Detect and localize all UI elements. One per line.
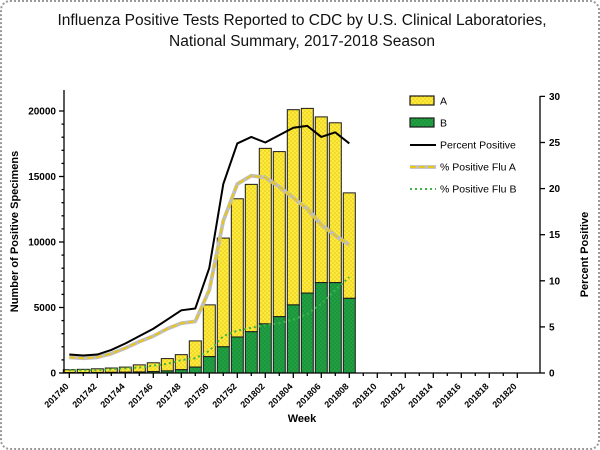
- x-tick-label: 201812: [378, 381, 406, 409]
- x-tick-label: 201810: [350, 381, 378, 409]
- x-tick-label: 201750: [182, 381, 210, 409]
- bar-b-201807: [328, 282, 342, 374]
- bar-a-201742: [90, 368, 104, 373]
- x-tick-label: 201748: [154, 381, 182, 409]
- x-tick-label: 201744: [98, 381, 126, 409]
- chart-title-line1: Influenza Positive Tests Reported to CDC…: [57, 12, 547, 29]
- bar-a-201752: [230, 198, 244, 338]
- x-tick-label: 201808: [322, 381, 350, 409]
- x-tick-label: 201806: [294, 381, 322, 409]
- bar-b-201801: [244, 331, 258, 374]
- flu-a-percent-line: [69, 174, 350, 360]
- bar-a-201751: [216, 237, 230, 348]
- bar-a-201746: [146, 362, 160, 373]
- y-left-axis-title: Number of Positive Specimens: [9, 151, 21, 312]
- x-tick-label: 201752: [210, 381, 238, 409]
- legend-label: B: [440, 118, 447, 130]
- bar-a-201806: [314, 116, 328, 284]
- right-tick-label: 25: [549, 138, 561, 149]
- y-right-axis-title: Percent Positive: [579, 212, 591, 298]
- chart-title: Influenza Positive Tests Reported to CDC…: [2, 10, 598, 52]
- right-tick-label: 30: [549, 92, 561, 103]
- legend-label: % Positive Flu B: [440, 184, 516, 196]
- bar-b-201749: [188, 366, 202, 374]
- right-tick-label: 5: [549, 322, 555, 333]
- right-tick-label: 10: [549, 276, 561, 287]
- left-tick-label: 20000: [28, 107, 56, 118]
- percent-positive-line: [69, 124, 350, 357]
- bar-b-201750: [202, 356, 216, 374]
- bar-a-201747: [160, 358, 174, 372]
- bar-a-201750: [202, 304, 216, 358]
- bar-b-201803: [272, 316, 286, 374]
- bar-a-201749: [188, 340, 202, 368]
- x-tick-label: 201814: [406, 381, 434, 409]
- bar-a-201808: [342, 192, 356, 299]
- bar-a-201804: [286, 109, 300, 306]
- bar-a-201802: [258, 147, 272, 325]
- bar-a-201805: [300, 107, 314, 294]
- bar-b-201804: [286, 304, 300, 374]
- left-tick-label: 10000: [28, 238, 56, 249]
- x-tick-label: 201802: [238, 381, 266, 409]
- x-axis-title: Week: [288, 413, 317, 425]
- chart-area: 0 5000 10000 15000 20000 0 5 10 15 20 25 30 201740 20…: [2, 60, 598, 448]
- bar-a-201803: [272, 151, 286, 318]
- lines-group: [69, 124, 351, 372]
- right-tick-label: 0: [549, 369, 555, 380]
- right-tick-label: 15: [549, 230, 561, 241]
- legend-label: A: [440, 96, 447, 108]
- left-tick-label: 0: [50, 369, 56, 380]
- flu-b-percent-line: [69, 276, 350, 372]
- x-tick-label: 201804: [266, 381, 294, 409]
- legend-label: % Positive Flu A: [440, 162, 516, 174]
- legend-group: AB Percent Positive % Positive Flu A % Posi…: [409, 95, 516, 196]
- bar-b-201808: [342, 297, 356, 374]
- bar-b-201751: [216, 346, 230, 374]
- legend-swatch-A: [409, 95, 435, 106]
- bar-b-201802: [258, 323, 272, 374]
- legend-swatch-B: [409, 117, 435, 128]
- x-tick-label: 201742: [70, 381, 98, 409]
- x-tick-label: 201820: [490, 381, 518, 409]
- bar-b-201805: [300, 292, 314, 374]
- bar-a-201748: [174, 354, 188, 371]
- bar-a-201801: [244, 183, 258, 333]
- chart-title-line2: National Summary, 2017-2018 Season: [169, 33, 435, 50]
- bar-b-201752: [230, 336, 244, 374]
- x-tick-label: 201816: [434, 381, 462, 409]
- left-tick-label: 15000: [28, 172, 56, 183]
- right-tick-label: 20: [549, 184, 561, 195]
- bars-group: [62, 107, 356, 374]
- x-tick-label: 201818: [462, 381, 490, 409]
- x-tick-label: 201746: [126, 381, 154, 409]
- left-tick-label: 5000: [34, 303, 57, 314]
- bar-a-201807: [328, 122, 342, 284]
- bar-b-201806: [314, 282, 328, 374]
- legend-label: Percent Positive: [440, 140, 516, 152]
- x-tick-label: 201740: [42, 381, 70, 409]
